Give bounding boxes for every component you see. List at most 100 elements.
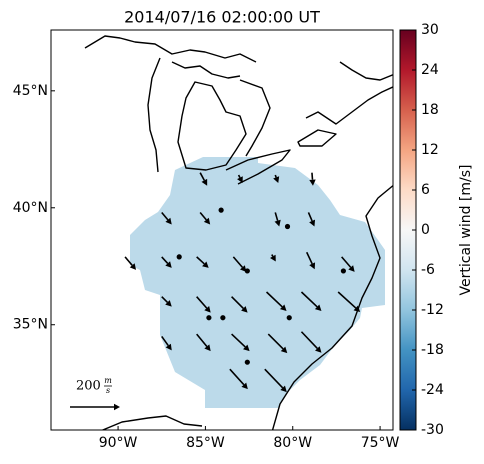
- coastline: [239, 79, 271, 157]
- wind-vector: [264, 368, 287, 393]
- wind-vector: [274, 212, 281, 227]
- wind-vector: [161, 211, 172, 225]
- x-tick-label: 75°W: [361, 435, 400, 451]
- wind-vector: [231, 296, 248, 313]
- wind-vector: [161, 296, 172, 307]
- vector-shaft: [267, 333, 284, 350]
- wind-vector: [270, 254, 276, 262]
- wind-vector: [265, 291, 287, 311]
- map-layer: [84, 35, 393, 430]
- vector-shaft: [196, 256, 205, 265]
- vector-shaft: [264, 368, 284, 389]
- wind-vector: [196, 296, 211, 313]
- wind-vector: [196, 333, 211, 352]
- vector-shaft: [161, 296, 169, 303]
- vector-shaft: [161, 256, 169, 264]
- vector-shaft: [274, 212, 279, 221]
- vector-shaft: [161, 211, 169, 221]
- vector-head: [165, 343, 172, 351]
- wind-vector: [124, 256, 137, 270]
- wind-vector: [244, 359, 250, 365]
- vector-head: [204, 306, 211, 313]
- wind-vector: [218, 207, 224, 213]
- vector-shaft: [300, 291, 318, 308]
- vector-shaft: [237, 174, 241, 179]
- wind-vector: [220, 315, 226, 321]
- wind-vector: [161, 256, 172, 268]
- vector-head: [203, 217, 211, 225]
- vector-head: [241, 306, 248, 313]
- calm-dot: [176, 254, 182, 260]
- calm-dot: [244, 359, 250, 365]
- wind-vector: [300, 331, 322, 353]
- coastline: [305, 86, 393, 125]
- vector-shaft: [274, 174, 277, 178]
- vector-head: [204, 344, 211, 352]
- wind-vector: [196, 256, 209, 268]
- coastline: [297, 129, 337, 147]
- wind-vector: [341, 256, 355, 272]
- vector-shaft: [232, 256, 244, 268]
- wind-vector: [305, 251, 316, 270]
- vector-shaft: [337, 291, 357, 309]
- x-tick-label: 90°W: [99, 435, 138, 451]
- vector-shaft: [231, 296, 244, 309]
- y-tick-label: 45°N: [13, 83, 48, 99]
- calm-dot: [218, 207, 224, 213]
- vector-shaft: [271, 254, 274, 257]
- colorbar-tick-label: 30: [421, 22, 439, 38]
- vector-head: [240, 265, 247, 272]
- vectors: [124, 172, 361, 393]
- wind-vector: [267, 333, 288, 354]
- wind-vector: [284, 223, 291, 230]
- wind-vector: [199, 211, 211, 225]
- coastline: [271, 184, 393, 430]
- wind-vector: [161, 335, 172, 351]
- calm-dot: [284, 223, 291, 230]
- calm-dot: [286, 315, 292, 321]
- vector-shaft: [300, 331, 318, 349]
- vector-shaft: [341, 256, 352, 268]
- vector-head: [315, 346, 322, 353]
- colorbar-label: Vertical wind [m/s]: [458, 165, 474, 296]
- coastline: [171, 61, 241, 79]
- vector-head: [348, 265, 355, 272]
- vector-head: [165, 300, 172, 307]
- colorbar-tick-label: -18: [421, 342, 444, 358]
- coastline: [339, 61, 393, 81]
- vector-head: [241, 382, 248, 390]
- colorbar-tick-label: 0: [421, 222, 430, 238]
- vector-shaft: [196, 333, 208, 347]
- scale-key-unit-num: m: [104, 376, 112, 385]
- wind-vector: [309, 172, 316, 186]
- calm-dot: [220, 315, 226, 321]
- colorbar-tick-label: 24: [421, 62, 439, 78]
- vector-head: [129, 263, 137, 270]
- vector-shaft: [265, 291, 283, 308]
- coastline: [84, 35, 257, 63]
- vector-head: [353, 305, 361, 312]
- vector-shaft: [199, 172, 206, 181]
- vector-head: [309, 262, 316, 270]
- map-frame: [50, 29, 394, 431]
- vector-head: [280, 346, 288, 354]
- calm-dot: [340, 268, 346, 274]
- wind-vector: [244, 268, 250, 274]
- x-tick-label: 85°W: [186, 435, 225, 451]
- vector-head: [237, 176, 243, 184]
- vector-shaft: [305, 251, 313, 265]
- colorbar-tick-label: -24: [421, 382, 444, 398]
- vector-head: [280, 385, 287, 393]
- vector-head: [114, 403, 120, 411]
- calm-dot: [244, 268, 250, 274]
- wind-vector: [199, 172, 208, 186]
- y-tick-label: 35°N: [13, 317, 48, 333]
- wind-vector: [337, 291, 361, 312]
- vector-head: [165, 217, 172, 225]
- colorbar-tick-label: 12: [421, 142, 439, 158]
- wind-vector: [232, 256, 247, 272]
- wind-vector: [286, 315, 292, 321]
- wind-vector: [229, 368, 248, 390]
- vector-head: [274, 219, 281, 227]
- colorbar-tick-label: 18: [421, 102, 439, 118]
